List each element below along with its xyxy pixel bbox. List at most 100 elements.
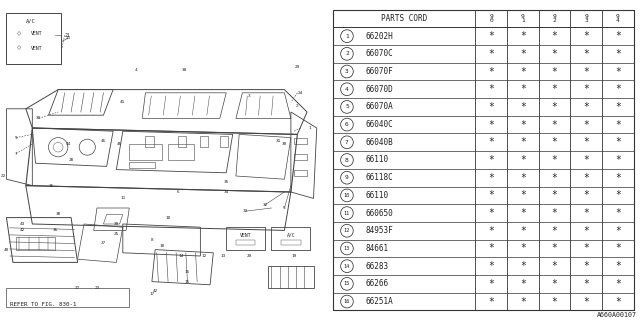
Text: *: * bbox=[615, 49, 621, 59]
Bar bbox=[145, 136, 154, 147]
Text: 14: 14 bbox=[344, 264, 350, 269]
Text: *: * bbox=[552, 84, 557, 94]
Text: 16: 16 bbox=[185, 280, 190, 284]
Text: 7: 7 bbox=[345, 140, 349, 145]
Text: 1: 1 bbox=[345, 34, 349, 39]
Text: 30: 30 bbox=[182, 68, 187, 72]
Bar bbox=[6, 13, 61, 64]
Text: 66283: 66283 bbox=[366, 262, 389, 271]
Text: *: * bbox=[520, 31, 525, 41]
Text: *: * bbox=[552, 155, 557, 165]
Text: *: * bbox=[552, 279, 557, 289]
Text: 9
0: 9 0 bbox=[489, 14, 493, 23]
Text: 30: 30 bbox=[36, 116, 42, 120]
Text: *: * bbox=[488, 279, 494, 289]
Text: *: * bbox=[520, 102, 525, 112]
Text: 66040C: 66040C bbox=[366, 120, 394, 129]
Text: *: * bbox=[488, 49, 494, 59]
Text: 42: 42 bbox=[152, 289, 158, 293]
Text: 28: 28 bbox=[68, 158, 74, 162]
Bar bbox=[236, 240, 255, 245]
Text: 10: 10 bbox=[344, 193, 350, 198]
Text: *: * bbox=[488, 244, 494, 253]
Text: *: * bbox=[615, 208, 621, 218]
Text: *: * bbox=[488, 137, 494, 147]
Text: *: * bbox=[552, 297, 557, 307]
Text: 31: 31 bbox=[275, 139, 280, 143]
Text: *: * bbox=[615, 31, 621, 41]
Text: *: * bbox=[488, 120, 494, 130]
Text: *: * bbox=[488, 297, 494, 307]
Text: 12: 12 bbox=[201, 254, 206, 258]
Text: 4: 4 bbox=[345, 87, 349, 92]
Text: *: * bbox=[520, 297, 525, 307]
Text: 66202H: 66202H bbox=[366, 32, 394, 41]
Text: VENT: VENT bbox=[31, 45, 42, 51]
Text: 9: 9 bbox=[15, 136, 17, 140]
Text: *: * bbox=[520, 49, 525, 59]
Text: *: * bbox=[520, 244, 525, 253]
Text: *: * bbox=[615, 84, 621, 94]
Text: *: * bbox=[583, 297, 589, 307]
Text: 20: 20 bbox=[246, 254, 252, 258]
Text: 46: 46 bbox=[117, 142, 122, 146]
Text: 13: 13 bbox=[344, 246, 350, 251]
Text: *: * bbox=[583, 49, 589, 59]
Text: A/C: A/C bbox=[287, 233, 295, 238]
Text: *: * bbox=[552, 190, 557, 200]
Text: 12: 12 bbox=[344, 228, 350, 233]
Text: 66070F: 66070F bbox=[366, 67, 394, 76]
Text: 84661: 84661 bbox=[366, 244, 389, 253]
Text: *: * bbox=[583, 31, 589, 41]
Text: 5: 5 bbox=[345, 104, 349, 109]
Text: 66110: 66110 bbox=[366, 191, 389, 200]
Text: *: * bbox=[520, 190, 525, 200]
Text: *: * bbox=[520, 155, 525, 165]
Text: *: * bbox=[583, 244, 589, 253]
Text: *: * bbox=[615, 190, 621, 200]
Text: PARTS CORD: PARTS CORD bbox=[381, 14, 427, 23]
Bar bbox=[129, 162, 155, 168]
Text: 35: 35 bbox=[223, 180, 229, 184]
Text: 24: 24 bbox=[298, 91, 303, 95]
Text: 29: 29 bbox=[294, 65, 300, 69]
Text: *: * bbox=[615, 244, 621, 253]
Text: *: * bbox=[520, 279, 525, 289]
Text: 34: 34 bbox=[223, 190, 229, 194]
Text: *: * bbox=[615, 279, 621, 289]
Text: 40: 40 bbox=[4, 248, 9, 252]
Text: *: * bbox=[552, 261, 557, 271]
Text: A660A00107: A660A00107 bbox=[597, 312, 637, 318]
Bar bbox=[227, 227, 265, 250]
Text: *: * bbox=[552, 102, 557, 112]
Text: 66070D: 66070D bbox=[366, 85, 394, 94]
Text: ◇: ◇ bbox=[17, 45, 22, 51]
Text: 23: 23 bbox=[94, 286, 100, 290]
Text: *: * bbox=[488, 31, 494, 41]
Text: 6: 6 bbox=[177, 190, 179, 194]
Text: 66070C: 66070C bbox=[366, 49, 394, 58]
Bar bbox=[6, 288, 129, 307]
Bar bbox=[281, 240, 301, 245]
Text: 66110: 66110 bbox=[366, 156, 389, 164]
Text: *: * bbox=[520, 120, 525, 130]
Text: *: * bbox=[583, 279, 589, 289]
Text: *: * bbox=[615, 155, 621, 165]
Text: 30: 30 bbox=[282, 142, 287, 146]
Text: *: * bbox=[488, 102, 494, 112]
Text: *: * bbox=[488, 84, 494, 94]
Text: *: * bbox=[520, 226, 525, 236]
Text: VENT: VENT bbox=[31, 31, 42, 36]
Text: *: * bbox=[552, 244, 557, 253]
Text: *: * bbox=[583, 208, 589, 218]
Text: *: * bbox=[488, 208, 494, 218]
Text: 38: 38 bbox=[56, 212, 61, 216]
Text: *: * bbox=[520, 67, 525, 76]
Text: 9
3: 9 3 bbox=[584, 14, 588, 23]
Text: 2: 2 bbox=[296, 104, 299, 108]
Text: *: * bbox=[488, 155, 494, 165]
Text: 66266: 66266 bbox=[366, 279, 389, 288]
Text: 43: 43 bbox=[20, 222, 25, 226]
Text: 26: 26 bbox=[49, 184, 54, 188]
Bar bbox=[200, 136, 209, 147]
